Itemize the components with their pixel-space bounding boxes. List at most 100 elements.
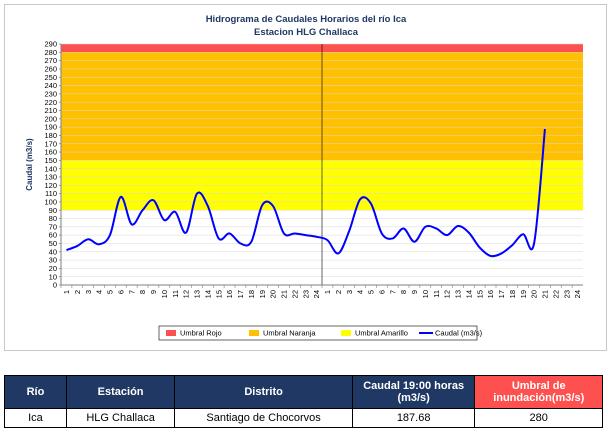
x-tick-label: 12 <box>182 290 191 298</box>
cell-rio: Ica <box>4 408 67 428</box>
legend-box <box>158 325 478 341</box>
x-tick-label: 22 <box>290 290 299 298</box>
x-tick-label: 21 <box>280 290 289 298</box>
y-tick-label: 220 <box>44 98 57 107</box>
station-info-table: Río Estación Distrito Caudal 19:00 horas… <box>4 375 603 428</box>
y-tick-label: 190 <box>44 123 57 132</box>
table-header-row: Río Estación Distrito Caudal 19:00 horas… <box>4 375 603 409</box>
header-caudal: Caudal 19:00 horas (m3/s) <box>351 375 476 409</box>
y-tick-label: 210 <box>44 106 57 115</box>
y-tick-label: 240 <box>44 81 57 90</box>
y-tick-label: 120 <box>44 181 57 190</box>
legend-label: Umbral Rojo <box>180 329 222 338</box>
y-tick-label: 180 <box>44 131 57 140</box>
legend-label: Umbral Naranja <box>263 329 316 338</box>
x-tick-label: 5 <box>106 290 115 294</box>
legend-swatch <box>249 330 259 336</box>
x-tick-label: 20 <box>269 290 278 298</box>
series-line-caudal <box>66 128 546 258</box>
x-tick-label: 18 <box>247 290 256 298</box>
x-tick-label: 8 <box>138 290 147 294</box>
x-tick-label: 7 <box>127 290 136 294</box>
series-layer <box>66 128 546 258</box>
x-tick-label: 11 <box>171 290 180 298</box>
x-tick-label: 19 <box>258 290 267 298</box>
x-tick-label: 23 <box>562 290 571 298</box>
y-tick-label: 290 <box>44 40 57 49</box>
y-tick-label: 270 <box>44 56 57 65</box>
y-tick-label: 40 <box>49 247 57 256</box>
y-tick-label: 100 <box>44 197 57 206</box>
header-umbral: Umbral de inundación(m3/s) <box>474 375 603 409</box>
x-tick-label: 17 <box>497 290 506 298</box>
cell-umbral: 280 <box>474 408 603 428</box>
cell-distrito: Santiago de Chocorvos <box>174 408 353 428</box>
x-tick-label: 7 <box>388 290 397 294</box>
y-tick-label: 260 <box>44 65 57 74</box>
x-tick-label: 14 <box>203 290 212 298</box>
x-axis-ticks: 1 2 3 4 5 6 7 8 9 10 11 12 13 14 15 16 17 18 19 20 21 22 23 24 1… <box>60 285 582 298</box>
x-tick-label: 22 <box>551 290 560 298</box>
legend-swatch <box>341 330 351 336</box>
x-tick-label: 15 <box>214 290 223 298</box>
y-tick-label: 30 <box>49 256 57 265</box>
y-tick-label: 0 <box>53 281 57 290</box>
x-tick-label: 15 <box>475 290 484 298</box>
y-tick-label: 90 <box>49 206 57 215</box>
x-tick-label: 3 <box>84 290 93 294</box>
x-tick-label: 10 <box>160 290 169 298</box>
x-tick-label: 24 <box>312 290 321 298</box>
x-tick-label: 10 <box>421 290 430 298</box>
y-tick-label: 140 <box>44 164 57 173</box>
y-tick-label: 110 <box>45 189 57 198</box>
cell-caudal: 187.68 <box>351 408 476 428</box>
x-tick-label: 6 <box>377 290 386 294</box>
x-tick-label: 13 <box>454 290 463 298</box>
y-tick-label: 10 <box>49 272 57 281</box>
x-tick-label: 24 <box>573 290 582 298</box>
y-tick-label: 250 <box>44 73 57 82</box>
x-tick-label: 21 <box>541 290 550 298</box>
x-tick-label: 2 <box>334 290 343 294</box>
y-tick-label: 130 <box>44 173 57 182</box>
x-tick-label: 17 <box>236 290 245 298</box>
x-tick-label: 6 <box>116 290 125 294</box>
y-axis-ticks: 0102030405060708090100110120130140150160… <box>44 40 61 290</box>
chart-title: Hidrograma de Caudales Horarios del río … <box>206 14 407 25</box>
y-tick-label: 50 <box>49 239 57 248</box>
header-rio: Río <box>4 375 67 409</box>
x-tick-label: 12 <box>443 290 452 298</box>
y-tick-label: 80 <box>49 214 57 223</box>
y-tick-label: 60 <box>49 231 57 240</box>
x-tick-label: 3 <box>345 290 354 294</box>
x-tick-label: 14 <box>464 290 473 298</box>
legend-label: Umbral Amarillo <box>355 329 408 338</box>
x-tick-label: 16 <box>225 290 234 298</box>
cell-estacion: HLG Challaca <box>65 408 176 428</box>
y-tick-label: 170 <box>44 139 57 148</box>
x-tick-label: 9 <box>410 290 419 294</box>
x-tick-label: 4 <box>356 290 365 294</box>
y-tick-label: 70 <box>49 222 57 231</box>
x-tick-label: 8 <box>399 290 408 294</box>
x-tick-label: 1 <box>323 290 332 294</box>
x-tick-label: 1 <box>62 290 71 294</box>
y-tick-label: 20 <box>49 264 57 273</box>
table-row: Ica HLG Challaca Santiago de Chocorvos 1… <box>4 408 603 428</box>
header-estacion: Estación <box>65 375 176 409</box>
x-tick-label: 4 <box>95 290 104 294</box>
x-tick-label: 11 <box>432 290 441 298</box>
y-tick-label: 160 <box>44 148 57 157</box>
x-tick-label: 9 <box>149 290 158 294</box>
chart-panel: Hidrograma de Caudales Horarios del río … <box>4 4 607 351</box>
x-tick-label: 16 <box>486 290 495 298</box>
x-tick-label: 13 <box>193 290 202 298</box>
legend-swatch <box>166 330 176 336</box>
chart-legend: Umbral Rojo Umbral Naranja Umbral Amarillo… <box>158 325 483 341</box>
x-tick-label: 23 <box>301 290 310 298</box>
x-tick-label: 19 <box>519 290 528 298</box>
x-tick-label: 5 <box>367 290 376 294</box>
y-tick-label: 200 <box>44 114 57 123</box>
hydrograph-chart: Hidrograma de Caudales Horarios del río … <box>25 14 583 341</box>
y-gridlines <box>61 43 583 285</box>
